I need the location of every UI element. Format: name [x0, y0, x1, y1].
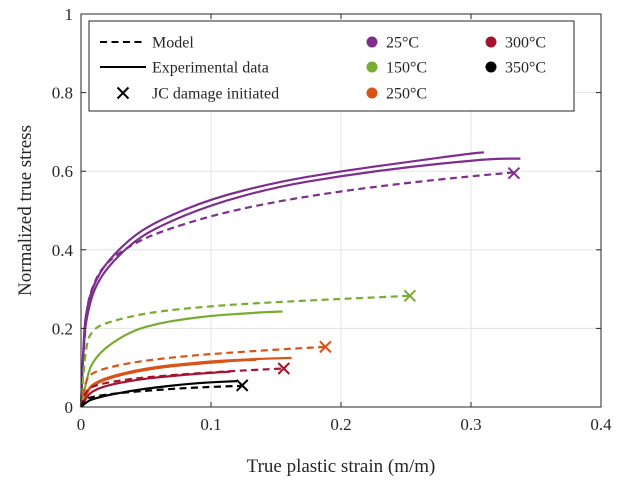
- series-line-experimental: [79, 151, 485, 408]
- series-line-experimental: [80, 380, 238, 408]
- legend-label: 350°C: [505, 60, 546, 77]
- tick-labels: 0 0.1 0.2 0.3 0.4 0 0.2 0.4 0.6 0.8 1: [52, 5, 612, 434]
- y-tick-label: 0.4: [52, 241, 74, 260]
- x-tick-label: 0.3: [460, 415, 481, 434]
- series-line-experimental: [79, 157, 521, 408]
- series-line-model: [79, 345, 326, 408]
- legend-label: 150°C: [386, 60, 427, 77]
- damage-marker: [319, 340, 332, 354]
- damage-marker: [507, 166, 521, 180]
- series-layer: [79, 151, 521, 408]
- y-tick-label: 0.8: [52, 84, 73, 103]
- x-tick-label: 0.1: [200, 415, 221, 434]
- series-line-model: [79, 294, 410, 408]
- series-line-experimental: [79, 310, 283, 408]
- legend-label: Model: [152, 35, 194, 52]
- legend-dot-icon: [366, 61, 378, 73]
- y-tick-label: 0: [65, 398, 74, 417]
- legend-label: 250°C: [386, 86, 427, 103]
- y-tick-label: 0.6: [52, 162, 73, 181]
- series-line-model: [79, 367, 284, 408]
- legend-label: Experimental data: [152, 60, 269, 77]
- legend-x-marker-icon: [116, 86, 130, 100]
- damage-marker: [235, 379, 249, 392]
- legend-label: 25°C: [386, 35, 419, 52]
- legend-entry-temperature: 300°C: [485, 35, 546, 52]
- x-tick-label: 0: [77, 415, 86, 434]
- legend-dot-icon: [485, 36, 497, 48]
- legend: Model Experimental data JC damage initiate…: [88, 20, 575, 112]
- legend-dot-icon: [366, 36, 378, 48]
- ticks: [80, 13, 602, 408]
- legend-entry-dashed: Model: [100, 35, 194, 52]
- damage-marker: [277, 362, 291, 375]
- x-tick-label: 0.4: [590, 415, 612, 434]
- legend-entry-temperature: 25°C: [366, 35, 419, 52]
- legend-dot-icon: [485, 61, 497, 73]
- series-line-model: [79, 171, 514, 408]
- y-tick-label: 1: [65, 5, 74, 24]
- x-tick-label: 0.2: [330, 415, 351, 434]
- y-axis-label: Normalized true stress: [15, 125, 36, 296]
- legend-entry-temperature: 250°C: [366, 86, 427, 103]
- legend-dot-icon: [366, 87, 378, 99]
- x-axis-label: True plastic strain (m/m): [247, 456, 436, 477]
- series-line-experimental: [80, 370, 231, 408]
- legend-entry-temperature: 150°C: [366, 60, 427, 77]
- y-tick-label: 0.2: [52, 319, 73, 338]
- legend-entry-solid: Experimental data: [100, 60, 269, 77]
- legend-label: 300°C: [505, 35, 546, 52]
- legend-entry-x-marker: JC damage initiated: [116, 86, 279, 103]
- legend-label: JC damage initiated: [152, 86, 279, 103]
- damage-marker: [403, 289, 417, 302]
- legend-entry-temperature: 350°C: [485, 60, 546, 77]
